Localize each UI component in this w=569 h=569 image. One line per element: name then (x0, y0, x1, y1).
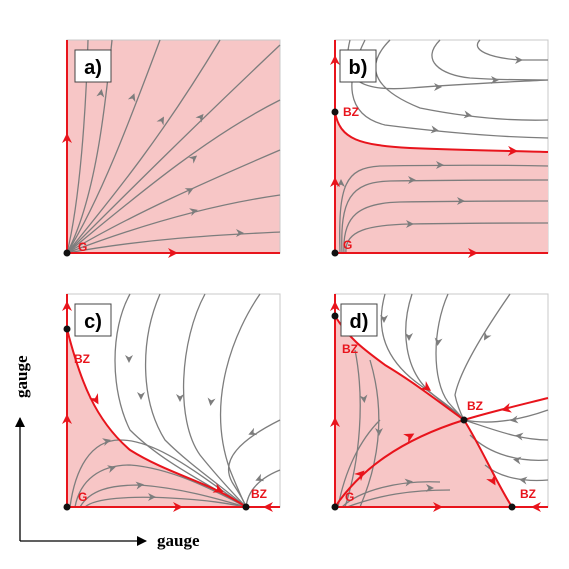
panel-b-label: b) (349, 57, 368, 79)
panel-a-label-box (74, 49, 112, 83)
panel-d-point-label-bz-center: BZ (467, 399, 483, 413)
panel-d-basin (335, 316, 512, 507)
panel-b-fixed-point-g (331, 249, 339, 257)
panel-a-label: a) (84, 57, 102, 79)
panel-a: G a) (62, 39, 281, 258)
panel-d-point-label-bz-right: BZ (520, 487, 536, 501)
panel-b-label-box (339, 49, 377, 83)
panel-c-fixed-point-g (63, 503, 71, 511)
panel-d: G BZ BZ BZ d) (330, 293, 549, 512)
panel-c-fixed-point-bz-right (242, 503, 250, 511)
panel-a-point-label-g: G (78, 240, 87, 254)
panel-a-fixed-point-g (63, 249, 71, 257)
panel-d-fixed-point-bz-top (331, 312, 339, 320)
y-axis-label: gauge (12, 355, 31, 398)
panel-d-label-box (340, 303, 378, 337)
panel-c-label-box (74, 303, 112, 337)
panel-d-fixed-point-bz-right (508, 503, 516, 511)
panel-d-fixed-point-bz-center (460, 416, 468, 424)
panel-c: G BZ BZ c) (62, 293, 281, 512)
coordinate-axes: gauge gauge (12, 355, 200, 550)
panel-c-point-label-bz-right: BZ (251, 487, 267, 501)
panel-b-point-label-bz: BZ (343, 105, 359, 119)
panel-b-point-label-g: G (343, 238, 352, 252)
panel-d-point-label-g: G (345, 490, 354, 504)
panel-c-basin (67, 329, 246, 507)
panel-d-label: d) (350, 311, 369, 333)
panel-d-point-label-bz-top: BZ (342, 342, 358, 356)
panel-b-fixed-point-bz (331, 108, 339, 116)
panel-c-label: c) (84, 311, 102, 333)
panel-b-basin (335, 112, 548, 253)
panel-d-flow-lines (337, 293, 549, 508)
panel-c-fixed-point-bz-top (63, 325, 71, 333)
panel-d-fixed-point-g (331, 503, 339, 511)
panel-c-point-label-g: G (78, 490, 87, 504)
panel-c-point-label-bz-top: BZ (74, 352, 90, 366)
x-axis-label: gauge (157, 531, 200, 550)
panel-b: G BZ b) (330, 39, 549, 258)
